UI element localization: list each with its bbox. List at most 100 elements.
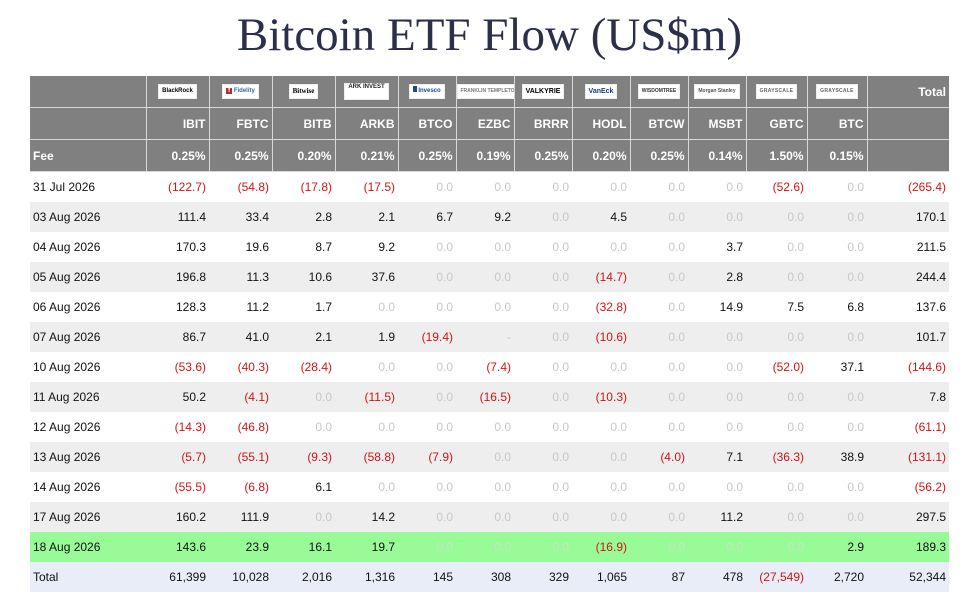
ticker-row: IBIT FBTC BITB ARKB BTCO EZBC BRRR HODL …	[30, 107, 949, 140]
flow-row: 17 Aug 2026 160.2 111.9 0.0 14.2 0.0 0.0 0.0 0.0…	[30, 502, 949, 532]
flow-cell: 0.0	[335, 352, 398, 382]
flow-cell: 0.0	[335, 412, 398, 442]
flow-cell: 0.0	[514, 532, 572, 562]
flow-cell: (6.8)	[209, 472, 272, 502]
row-total: 7.8	[867, 382, 949, 412]
flow-cell: 0.0	[572, 472, 630, 502]
total-cell: 145	[398, 562, 456, 592]
flow-cell: 0.0	[456, 502, 514, 532]
fee-msbt: 0.14%	[687, 139, 746, 172]
flow-cell: 0.0	[688, 202, 746, 232]
flow-cell: -	[456, 322, 514, 352]
total-cell: 2,720	[807, 562, 867, 592]
flow-cell: 0.0	[630, 502, 688, 532]
bitwise-logo: Bitwise	[288, 84, 319, 100]
ticker-ibit: IBIT	[145, 107, 209, 140]
flow-cell: 0.0	[514, 502, 572, 532]
fee-ibit: 0.25%	[145, 139, 209, 172]
flow-row: 31 Jul 2026 (122.7) (54.8) (17.8) (17.5) 0.0 0…	[30, 171, 949, 202]
flow-cell: 0.0	[746, 382, 807, 412]
row-date: 13 Aug 2026	[30, 442, 146, 472]
flow-cell: 0.0	[688, 412, 746, 442]
fee-brrr: 0.25%	[513, 139, 572, 172]
flow-cell: 0.0	[746, 232, 807, 262]
flow-cell: 0.0	[688, 532, 746, 562]
flow-cell: 2.9	[807, 532, 867, 562]
flow-row: 06 Aug 2026 128.3 11.2 1.7 0.0 0.0 0.0 0.0 (32.8…	[30, 292, 949, 322]
flow-cell: 37.6	[335, 262, 398, 292]
flow-cell: 0.0	[514, 352, 572, 382]
flow-cell: 0.0	[398, 502, 456, 532]
flow-cell: (17.8)	[272, 171, 335, 202]
fidelity-logo-text: Fidelity	[233, 88, 255, 95]
flow-cell: 0.0	[398, 412, 456, 442]
flow-cell: 6.8	[807, 292, 867, 322]
row-date: 17 Aug 2026	[30, 502, 146, 532]
flow-cell: 0.0	[456, 532, 514, 562]
flow-row: 05 Aug 2026 196.8 11.3 10.6 37.6 0.0 0.0 0.0 (14…	[30, 262, 949, 292]
flow-cell: 0.0	[746, 412, 807, 442]
flow-cell: 0.0	[807, 502, 867, 532]
flow-cell: 0.0	[630, 232, 688, 262]
flow-cell: 143.6	[146, 532, 209, 562]
flow-cell: (40.3)	[209, 352, 272, 382]
flow-cell: 0.0	[572, 412, 630, 442]
latest-flow-row: 18 Aug 2026 143.6 23.9 16.1 19.7 0.0 0.0 0.0 (16…	[30, 532, 949, 562]
flow-cell: 0.0	[398, 532, 456, 562]
flow-cell: 0.0	[572, 171, 630, 202]
flow-cell: 0.0	[514, 412, 572, 442]
ticker-arkb: ARKB	[334, 107, 398, 140]
flow-cell: 6.1	[272, 472, 335, 502]
grayscale-btc-logo: GRAYSCALE	[816, 84, 858, 100]
row-date: 10 Aug 2026	[30, 352, 146, 382]
flow-cell: 111.4	[146, 202, 209, 232]
flow-cell: (17.5)	[335, 171, 398, 202]
flow-cell: (53.6)	[146, 352, 209, 382]
flow-cell: (9.3)	[272, 442, 335, 472]
flow-cell: 0.0	[572, 352, 630, 382]
total-cell: 478	[688, 562, 746, 592]
row-total: (61.1)	[867, 412, 949, 442]
flow-cell: 7.1	[688, 442, 746, 472]
flow-cell: 0.0	[572, 442, 630, 472]
fee-btco: 0.25%	[397, 139, 456, 172]
blackrock-logo: BlackRock	[158, 84, 197, 100]
ticker-row-label	[30, 107, 146, 140]
flow-cell: (5.7)	[146, 442, 209, 472]
row-total: 244.4	[867, 262, 949, 292]
flow-cell: 16.1	[272, 532, 335, 562]
flow-cell: 0.0	[630, 171, 688, 202]
flow-cell: 11.2	[688, 502, 746, 532]
row-total: (265.4)	[867, 171, 949, 202]
flow-cell: 0.0	[630, 202, 688, 232]
flow-cell: (54.8)	[209, 171, 272, 202]
total-cell: 1,065	[572, 562, 630, 592]
vaneck-logo: VanEck	[584, 84, 618, 100]
flow-cell: 0.0	[807, 171, 867, 202]
flow-cell: 0.0	[746, 532, 807, 562]
row-total: 101.7	[867, 322, 949, 352]
flow-cell: 0.0	[746, 472, 807, 502]
flow-cell: 0.0	[688, 382, 746, 412]
flow-cell: 0.0	[807, 472, 867, 502]
ticker-row-total	[866, 107, 949, 140]
fee-row: Fee 0.25% 0.25% 0.20% 0.21% 0.25% 0.19% …	[30, 139, 949, 172]
flow-cell: 0.0	[514, 322, 572, 352]
wisdomtree-logo: WISDOMTREE	[637, 84, 681, 100]
flow-cell: 86.7	[146, 322, 209, 352]
flow-cell: 0.0	[630, 322, 688, 352]
flow-cell: 0.0	[272, 412, 335, 442]
flow-cell: (4.0)	[630, 442, 688, 472]
flow-cell: 33.4	[209, 202, 272, 232]
flow-cell: (14.7)	[572, 262, 630, 292]
total-column-header: Total	[866, 76, 949, 108]
fee-bitb: 0.20%	[271, 139, 335, 172]
flow-cell: (32.8)	[572, 292, 630, 322]
ticker-fbtc: FBTC	[208, 107, 272, 140]
flow-cell: (16.5)	[456, 382, 514, 412]
flow-cell: (19.4)	[398, 322, 456, 352]
flow-cell: 19.6	[209, 232, 272, 262]
flow-cell: 0.0	[630, 262, 688, 292]
flow-cell: 9.2	[335, 232, 398, 262]
flow-cell: (52.6)	[746, 171, 807, 202]
